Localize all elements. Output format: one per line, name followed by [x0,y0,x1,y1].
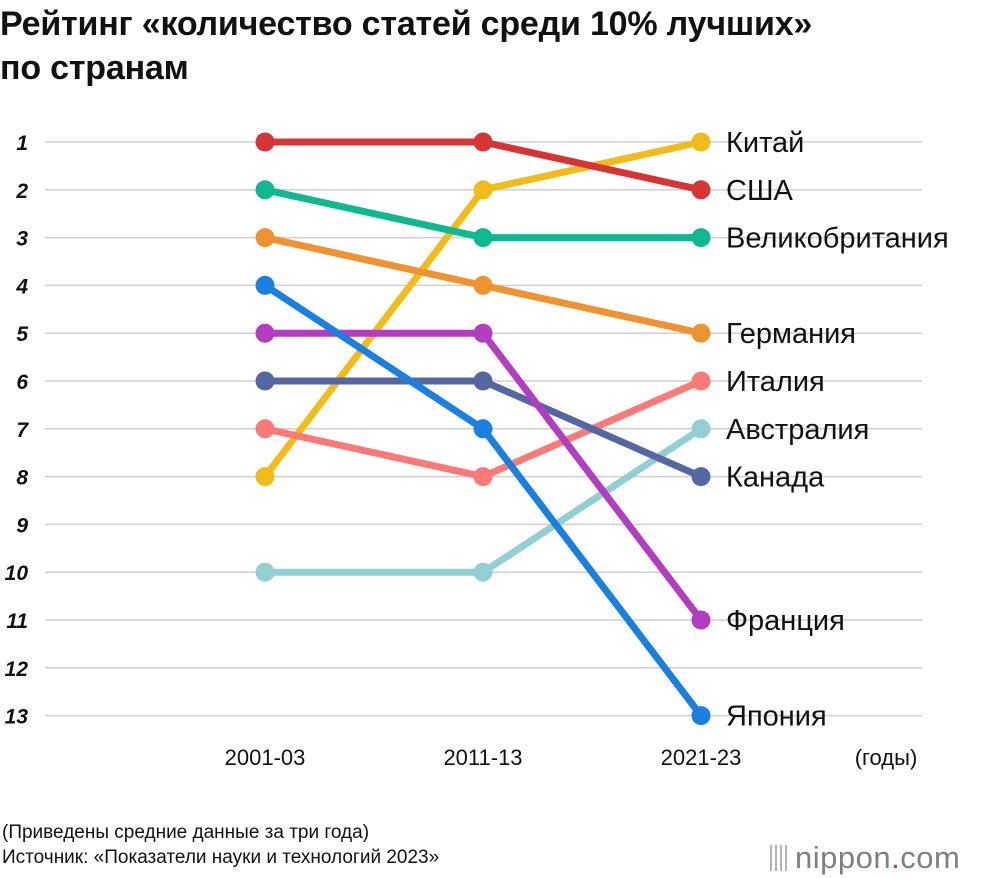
y-tick-label: 10 [5,562,29,585]
data-point [473,180,493,200]
series-line [255,180,711,248]
y-tick-label: 13 [5,706,29,729]
data-point [691,180,711,200]
x-tick-label: 2001-03 [225,745,306,770]
data-point [691,610,711,630]
y-tick-label: 7 [16,419,29,442]
series-label: Италия [726,366,825,398]
series-labels: Китай США Великобритания Германия Италия Авст… [726,127,949,733]
series-label: США [726,175,794,207]
data-point [255,132,275,152]
series-label: Франция [726,605,845,637]
data-point [255,467,275,487]
y-tick-label: 8 [16,467,28,490]
nippon-logo: nippon.com [770,838,960,878]
data-point [255,180,275,200]
y-tick-label: 2 [15,180,28,203]
data-point [255,419,275,439]
data-point [473,419,493,439]
logo-mark-icon [770,845,787,871]
series-label: Австралия [726,414,869,446]
chart-footer: (Приведены средние данные за три года) И… [2,820,439,870]
series-line [255,275,711,726]
data-point [691,419,711,439]
chart-title-line-2: по странам [0,49,189,87]
chart-title-line-1: Рейтинг «количество статей среди 10% луч… [0,5,813,43]
data-point [473,275,493,295]
series-lines [255,132,711,726]
data-point [691,706,711,726]
y-tick-label: 4 [15,275,28,298]
data-point [473,467,493,487]
y-tick-label: 3 [16,228,28,251]
series-label: Великобритания [726,223,949,255]
series-line [255,419,711,582]
y-tick-label: 5 [16,323,28,346]
x-tick-label: 2011-13 [443,745,522,770]
footer-source: Источник: «Показатели науки и технологий… [2,847,440,868]
data-point [255,323,275,343]
x-axis-unit-label: (годы) [855,745,918,770]
series-line [255,371,711,487]
logo-wordmark: nippon.com [795,840,961,875]
series-line [255,132,711,200]
data-point [691,132,711,152]
y-tick-label: 11 [6,610,28,633]
x-tick-label: 2021-23 [661,745,742,770]
series-label: Германия [726,318,856,350]
footer-note: (Приведены средние данные за три года) [2,822,370,843]
data-point [691,228,711,248]
series-label: Канада [726,462,825,494]
data-point [255,371,275,391]
x-axis-tick-labels: (годы) 2001-03 2011-13 2021-23 [225,745,918,770]
data-point [473,323,493,343]
data-point [691,371,711,391]
y-tick-label: 1 [16,132,28,155]
y-tick-label: 12 [5,658,29,681]
data-point [473,228,493,248]
data-point [691,323,711,343]
series-label: Китай [726,127,804,159]
data-point [691,467,711,487]
y-tick-label: 6 [16,371,28,394]
data-point [473,132,493,152]
y-tick-label: 9 [16,514,28,537]
data-point [255,228,275,248]
chart-title: Рейтинг «количество статей среди 10% луч… [0,2,1000,90]
series-line [255,228,711,343]
data-point [255,275,275,295]
data-point [473,371,493,391]
data-point [255,562,275,582]
series-line [255,371,711,487]
data-point [473,562,493,582]
series-path [261,281,705,720]
series-label: Япония [726,701,827,733]
